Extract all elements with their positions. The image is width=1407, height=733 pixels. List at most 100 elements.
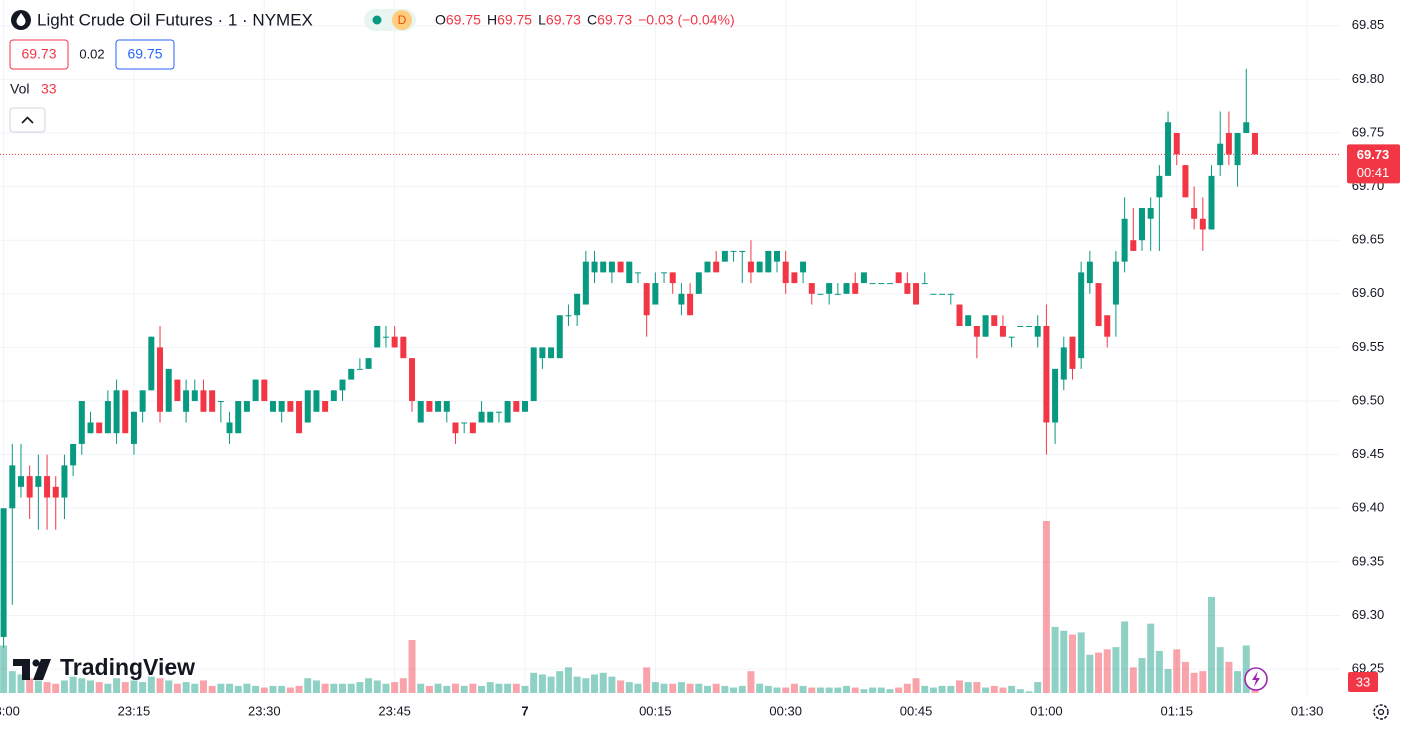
x-tick-label: 00:15 <box>639 703 672 718</box>
volume-bar <box>252 685 260 693</box>
volume-bar <box>295 685 303 693</box>
candle-body <box>313 390 320 412</box>
volume-bar <box>156 678 164 693</box>
volume-bar <box>95 682 103 693</box>
candle-body <box>87 422 94 434</box>
y-tick-label: 69.85 <box>1352 17 1385 32</box>
candle-body <box>1165 122 1172 176</box>
candle-body <box>1043 325 1050 423</box>
volume-bar <box>425 685 433 693</box>
candle-body <box>217 401 224 403</box>
candle-body <box>843 283 850 294</box>
candle-body <box>617 261 624 273</box>
logo-shape <box>33 659 51 680</box>
volume-bar <box>139 682 147 693</box>
volume-bar <box>860 689 868 693</box>
chevron-icon <box>21 116 34 124</box>
candle-body <box>287 401 294 412</box>
candle-body <box>669 272 676 284</box>
volume-bar <box>304 678 312 693</box>
candle-body <box>687 293 694 316</box>
volume-bar <box>469 683 477 693</box>
candle-body <box>200 390 207 412</box>
candle-body <box>330 390 337 402</box>
volume-bar <box>660 683 668 693</box>
volume-bar <box>643 667 651 693</box>
candle-body <box>487 411 494 423</box>
x-tick-label: 23:45 <box>378 703 411 718</box>
candle-body <box>1052 368 1059 423</box>
candle-body <box>1026 325 1033 327</box>
candle-body <box>70 443 77 466</box>
volume-bar <box>1103 649 1111 693</box>
volume-bar <box>738 685 746 693</box>
collapse-button[interactable] <box>9 107 46 133</box>
volume-bar <box>226 683 234 693</box>
x-tick-label: 01:15 <box>1160 703 1193 718</box>
candle-body <box>913 283 920 305</box>
ask-price: 69.75 <box>127 46 162 62</box>
volume-bar <box>8 671 16 693</box>
candle-body <box>252 379 259 402</box>
candle-body <box>643 283 650 316</box>
volume-bar <box>608 676 616 693</box>
drop-icon <box>16 13 26 26</box>
candle-body <box>44 476 51 498</box>
ask-box[interactable] <box>115 39 175 70</box>
y-tick-label: 69.80 <box>1352 71 1385 86</box>
y-tick-label: 69.55 <box>1352 339 1385 354</box>
candle-body <box>374 325 381 348</box>
volume-bar <box>912 678 920 693</box>
bid-price: 69.73 <box>21 46 56 62</box>
bid-box[interactable] <box>9 39 69 70</box>
delay-badge: D <box>398 13 407 27</box>
volume-bar <box>339 683 347 693</box>
volume-tag-label: 33 <box>1356 674 1370 689</box>
candle-body <box>1243 122 1250 133</box>
candle-body <box>834 293 841 295</box>
y-tick-label: 69.35 <box>1352 553 1385 568</box>
candle-body <box>1208 175 1215 230</box>
candle-body <box>774 250 781 262</box>
candle-body <box>860 272 867 284</box>
volume-bar <box>547 676 555 693</box>
volume-bar <box>486 682 494 693</box>
volume-bar <box>1016 689 1024 693</box>
volume-bar <box>191 683 199 693</box>
candle-body <box>1086 261 1093 284</box>
settings-button[interactable] <box>1373 704 1389 720</box>
volume-bar <box>556 671 564 693</box>
candle-body <box>800 261 807 273</box>
volume-bar <box>356 682 364 693</box>
volume-bar <box>512 683 520 693</box>
candle-body <box>747 261 754 273</box>
ohlc-label: C <box>587 12 597 28</box>
candle-body <box>504 401 511 423</box>
volume-bar <box>130 680 138 693</box>
candle-body <box>721 250 728 262</box>
volume-bar <box>17 674 25 693</box>
candle-body <box>591 261 598 273</box>
candle-body <box>756 261 763 273</box>
volume-bar <box>964 682 972 693</box>
candle-body <box>1130 240 1137 251</box>
candle-body <box>322 401 329 412</box>
volume-value: 33 <box>41 81 57 97</box>
volume-bar <box>26 678 34 693</box>
candle-body <box>391 336 398 348</box>
candle-body <box>921 283 928 285</box>
chart-title[interactable]: Light Crude Oil Futures · 1 · NYMEX <box>37 10 313 29</box>
volume-bar <box>87 680 94 693</box>
volume-bar <box>764 685 772 693</box>
volume-bar <box>973 682 981 693</box>
candle-body <box>739 250 746 252</box>
candle-body <box>1182 165 1189 198</box>
candle-body <box>278 401 285 412</box>
volume-bar <box>269 685 277 693</box>
volume-bar <box>391 682 399 693</box>
candle-body <box>209 390 216 412</box>
volume-bar <box>712 683 720 693</box>
candle-body <box>574 293 581 316</box>
